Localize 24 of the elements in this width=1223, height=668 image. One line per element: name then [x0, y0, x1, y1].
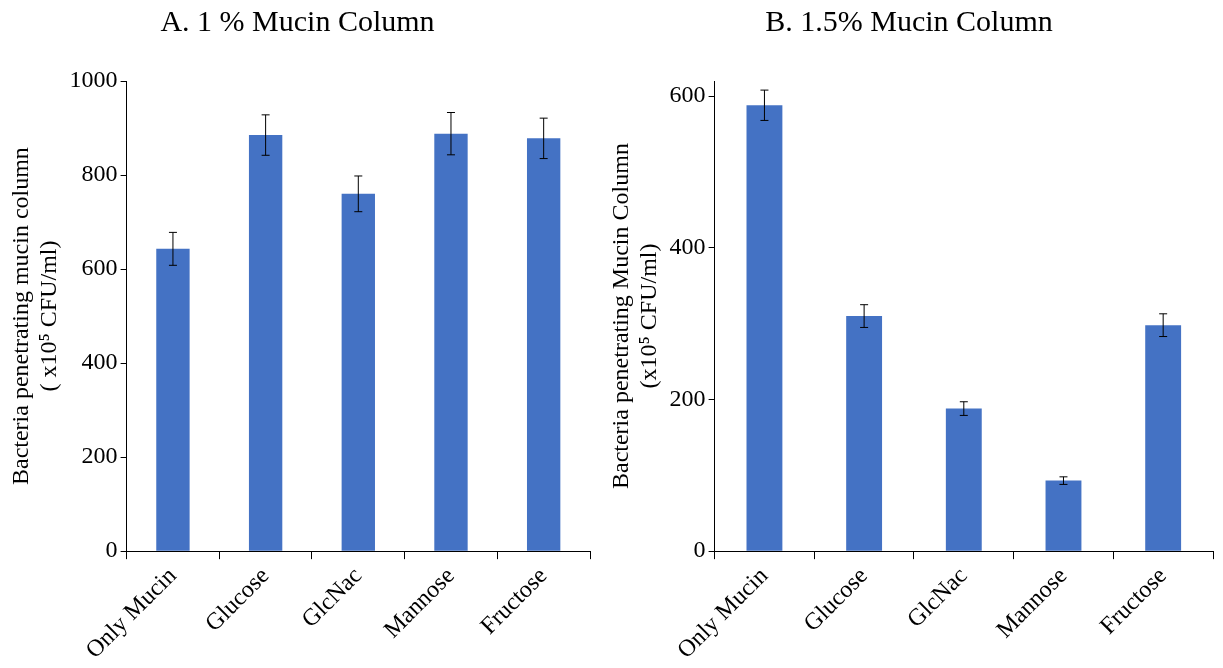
chart-title: B. 1.5% Mucin Column	[765, 3, 1053, 37]
bar	[1045, 480, 1082, 551]
bar	[248, 135, 283, 551]
bar	[846, 316, 883, 551]
bar	[746, 105, 783, 551]
y-tick-label: 200	[669, 384, 706, 411]
y-tick-label: 200	[81, 442, 118, 469]
bar	[434, 133, 468, 551]
y-tick-label: 600	[81, 254, 118, 281]
bar	[1145, 325, 1182, 551]
y-tick-label: 800	[81, 160, 118, 187]
y-tick-label: 400	[669, 233, 706, 260]
y-tick-label: 0	[693, 536, 706, 563]
y-tick-label: 0	[105, 536, 118, 563]
y-axis-title: Bacteria penetrating Mucin Column (x10⁵ CFU/ml)	[606, 143, 662, 490]
bar	[156, 248, 190, 551]
bar	[526, 138, 561, 551]
y-tick-label: 600	[669, 81, 706, 108]
bar	[945, 408, 982, 551]
bar	[341, 193, 375, 551]
y-axis-title: Bacteria penetrating mucin column ( x10⁵ CFU/ml)	[6, 147, 62, 486]
chart-title: A. 1 % Mucin Column	[160, 3, 435, 37]
y-tick-label: 400	[81, 348, 118, 375]
y-tick-label: 1000	[69, 66, 118, 93]
